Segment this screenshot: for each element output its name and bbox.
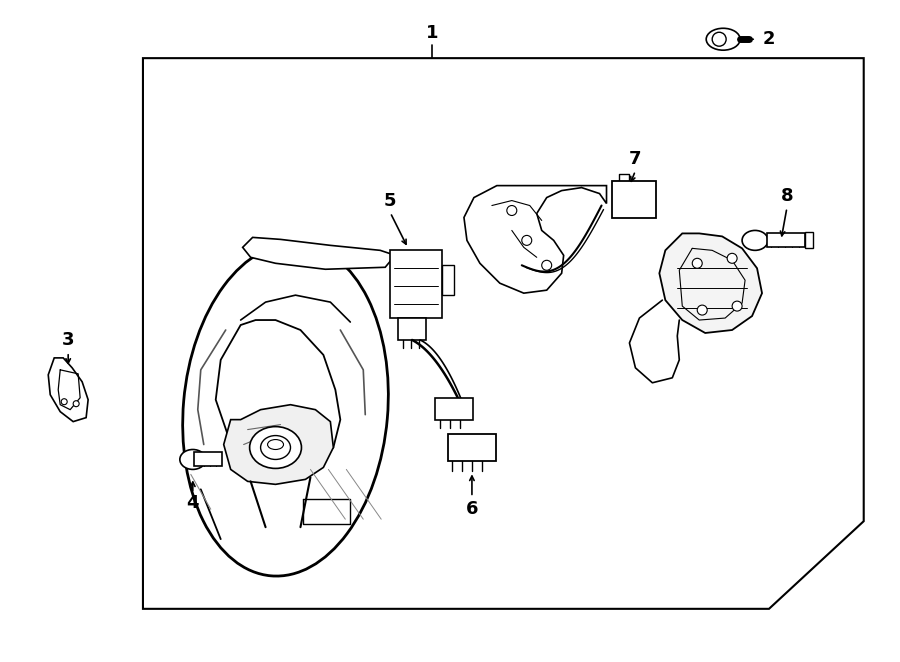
- Ellipse shape: [706, 28, 740, 50]
- Bar: [442, 265, 454, 295]
- Ellipse shape: [249, 426, 302, 469]
- Ellipse shape: [267, 440, 284, 449]
- Circle shape: [712, 32, 726, 46]
- Circle shape: [73, 401, 79, 406]
- Ellipse shape: [180, 449, 206, 469]
- Bar: [448, 434, 496, 461]
- Text: 5: 5: [384, 191, 396, 210]
- Ellipse shape: [742, 230, 768, 250]
- Polygon shape: [464, 185, 607, 293]
- Bar: [767, 234, 805, 248]
- Polygon shape: [49, 358, 88, 422]
- Text: 1: 1: [426, 24, 438, 42]
- Bar: [805, 232, 813, 248]
- Text: 4: 4: [186, 495, 199, 512]
- Bar: [435, 398, 472, 420]
- Text: 7: 7: [629, 150, 642, 167]
- Polygon shape: [143, 58, 864, 609]
- Bar: [611, 181, 656, 218]
- Polygon shape: [216, 320, 340, 475]
- Ellipse shape: [183, 243, 388, 576]
- Text: 8: 8: [780, 187, 793, 205]
- Text: 3: 3: [62, 331, 75, 349]
- Circle shape: [698, 305, 707, 315]
- Bar: [194, 453, 221, 467]
- Circle shape: [61, 399, 68, 404]
- Circle shape: [727, 254, 737, 263]
- Circle shape: [522, 236, 532, 246]
- Ellipse shape: [261, 436, 291, 459]
- Text: 6: 6: [465, 500, 478, 518]
- Polygon shape: [243, 238, 395, 269]
- Circle shape: [692, 258, 702, 268]
- Polygon shape: [224, 404, 333, 485]
- Bar: [398, 318, 426, 340]
- Bar: [391, 250, 442, 318]
- Polygon shape: [660, 234, 762, 333]
- Text: 2: 2: [763, 30, 775, 48]
- Circle shape: [507, 205, 517, 216]
- Circle shape: [732, 301, 742, 311]
- Circle shape: [542, 260, 552, 270]
